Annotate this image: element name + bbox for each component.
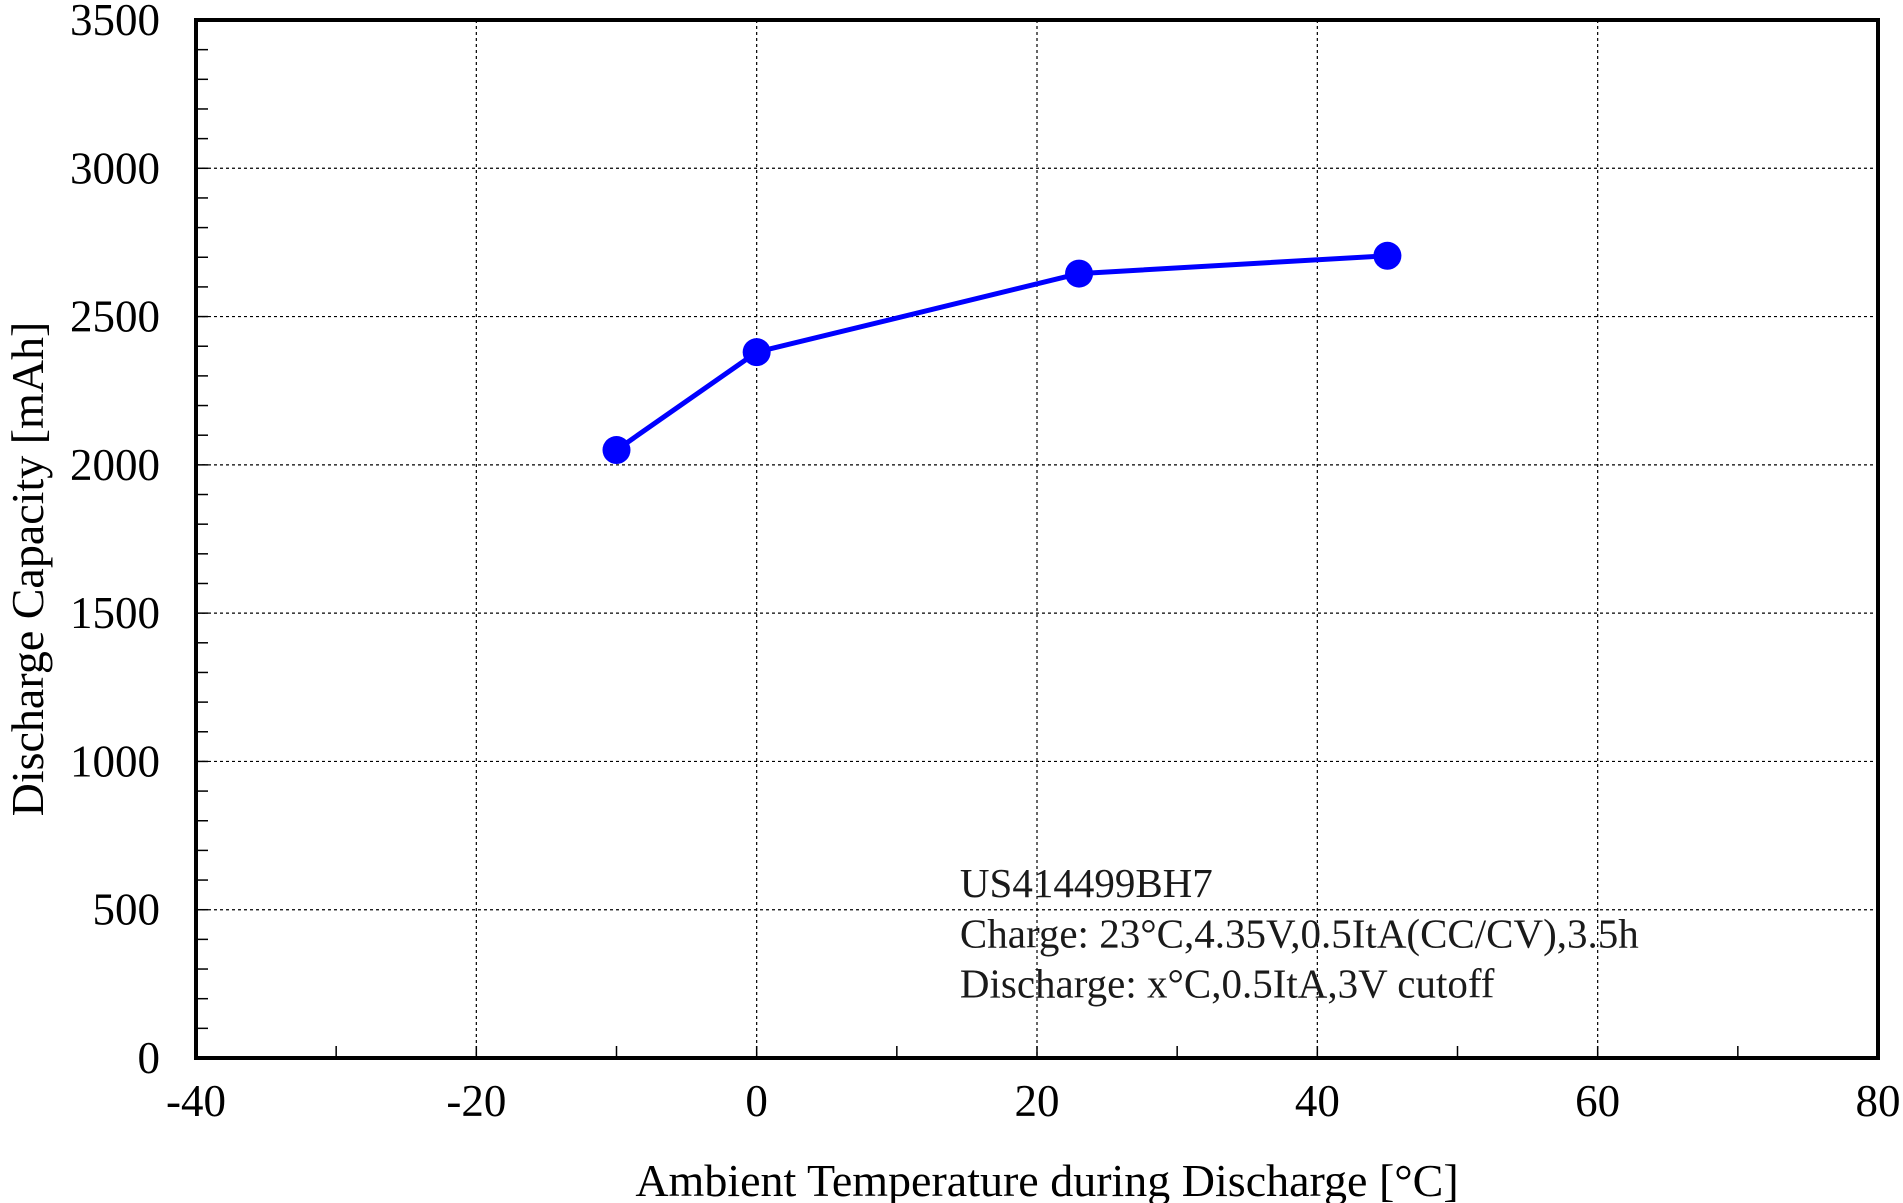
y-tick-label: 2000 <box>70 440 160 490</box>
x-tick-label: 0 <box>745 1076 768 1126</box>
annotation-discharge-conditions: Discharge: x°C,0.5ItA,3V cutoff <box>960 961 1495 1007</box>
data-point <box>1065 259 1094 288</box>
annotation-charge-conditions: Charge: 23°C,4.35V,0.5ItA(CC/CV),3.5h <box>960 910 1639 956</box>
x-axis-title: Ambient Temperature during Discharge [°C… <box>635 1155 1458 1203</box>
y-axis-tick-labels: 0 500 1000 1500 2000 2500 3000 3500 <box>70 0 160 1083</box>
y-tick-label: 1500 <box>70 588 160 638</box>
y-tick-label: 3000 <box>70 143 160 193</box>
x-tick-label: -40 <box>166 1076 226 1126</box>
x-tick-label: 40 <box>1295 1076 1340 1126</box>
data-point <box>602 436 631 465</box>
annotation-model: US414499BH7 <box>960 860 1213 906</box>
y-tick-label: 1000 <box>70 736 160 786</box>
x-tick-label: 80 <box>1856 1076 1901 1126</box>
x-axis-tick-labels: -40 -20 0 20 40 60 80 <box>166 1076 1901 1126</box>
data-point <box>1373 241 1402 270</box>
x-tick-label: 20 <box>1015 1076 1060 1126</box>
x-tick-label: 60 <box>1575 1076 1620 1126</box>
x-tick-label: -20 <box>446 1076 506 1126</box>
y-tick-label: 0 <box>138 1033 161 1083</box>
series-layer <box>602 241 1402 465</box>
series-line <box>615 253 1388 453</box>
grid-lines <box>196 20 1878 1058</box>
minor-ticks <box>196 48 1739 1058</box>
data-point <box>742 338 771 367</box>
annotation-block: US414499BH7 Charge: 23°C,4.35V,0.5ItA(CC… <box>960 860 1639 1007</box>
y-tick-label: 2500 <box>70 292 160 342</box>
plot-area-frame <box>194 18 1880 1060</box>
y-axis-title: Discharge Capacity [mAh] <box>2 322 53 817</box>
y-tick-label: 500 <box>93 885 161 935</box>
y-tick-label: 3500 <box>70 0 160 45</box>
